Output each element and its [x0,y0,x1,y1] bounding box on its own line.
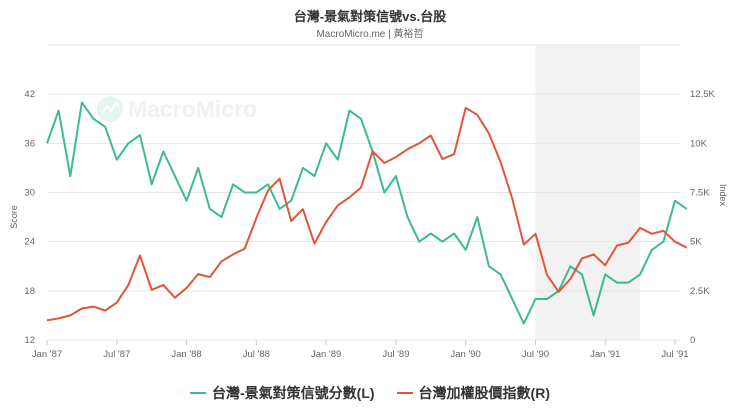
chart-subtitle: MacroMicro.me | 黃裕哲 [316,29,424,40]
x-tick-label: Jul '91 [661,349,688,360]
x-tick-label: Jul '87 [103,349,130,360]
chart-title: 台灣-景氣對策信號vs.台股 [293,9,447,24]
legend-label: 台灣-景氣對策信號分數(L) [212,385,375,401]
x-tick-label: Jul '89 [382,349,409,360]
left-tick-label: 24 [24,237,35,248]
right-tick-label: 2.5K [690,286,710,297]
score-series-line [46,101,688,325]
logo-chart-icon [101,101,120,115]
x-tick-label: Jul '88 [243,349,270,360]
right-tick-label: 7.5K [690,188,710,199]
left-tick-label: 18 [24,286,35,297]
legend-item-score[interactable]: 台灣-景氣對策信號分數(L) [190,383,375,403]
x-tick-label: Jan '87 [32,349,62,360]
legend-swatch [396,392,413,394]
left-tick-label: 12 [24,335,35,346]
left-axis-label: Score [9,205,19,229]
logo-icon [97,96,123,122]
left-tick-label: 30 [24,188,35,199]
x-tick-label: Jan '90 [451,349,481,360]
right-axis-label: Index [718,184,728,207]
x-tick-label: Jul '90 [522,349,549,360]
index-series-line [46,106,688,322]
right-tick-label: 10K [690,138,708,149]
legend-item-index[interactable]: 台灣加權股價指數(R) [396,383,550,403]
watermark-text: MacroMicro [128,96,257,122]
right-tick-label: 5K [690,237,702,248]
macromicro-watermark: MacroMicro [97,96,257,122]
x-tick-label: Jan '91 [590,349,620,360]
left-tick-label: 42 [24,89,35,100]
left-tick-label: 36 [24,138,35,149]
legend-swatch [190,392,206,394]
x-tick-label: Jan '89 [311,349,341,360]
right-tick-label: 12.5K [690,89,715,100]
legend: 台灣-景氣對策信號分數(L) 台灣加權股價指數(R) [0,383,740,403]
x-tick-label: Jan '88 [171,349,201,360]
right-tick-label: 0 [690,335,695,346]
legend-label: 台灣加權股價指數(R) [418,385,550,401]
